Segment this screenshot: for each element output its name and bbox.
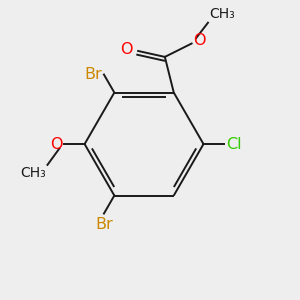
Text: CH₃: CH₃ (20, 166, 46, 180)
Text: Br: Br (85, 67, 102, 82)
Text: Cl: Cl (226, 136, 242, 152)
Text: O: O (193, 33, 206, 48)
Text: Br: Br (95, 217, 113, 232)
Text: O: O (120, 42, 132, 57)
Text: CH₃: CH₃ (209, 7, 235, 21)
Text: O: O (50, 136, 62, 152)
